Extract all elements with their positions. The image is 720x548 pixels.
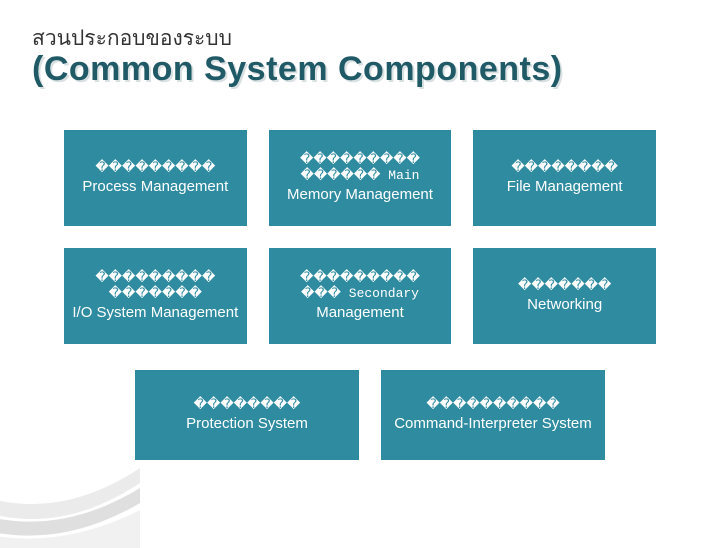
glyph-row: ��� Secondary <box>301 286 419 302</box>
box-process-management: ��������� Process Management <box>64 130 247 226</box>
box-label: Memory Management <box>287 186 433 204</box>
box-protection-system: �������� Protection System <box>135 370 359 460</box>
glyph-row: ������ Main <box>300 168 419 184</box>
box-label: File Management <box>507 178 623 196</box>
glyph-row: ��������� <box>95 160 215 176</box>
box-file-management: �������� File Management <box>473 130 656 226</box>
glyph-row: ��������� <box>95 270 215 286</box>
glyph-row: ��������� <box>300 270 420 286</box>
components-row3: �������� Protection System ���������� Co… <box>135 370 605 460</box>
glyph-row: �������� <box>511 160 618 176</box>
box-label: Process Management <box>82 178 228 196</box>
title-en: (Common System Components) <box>32 50 563 89</box>
box-label: Management <box>316 304 404 322</box>
box-label: I/O System Management <box>72 304 238 322</box>
box-networking: ������� Networking <box>473 248 656 344</box>
box-io-system-management: ��������� ������� I/O System Management <box>64 248 247 344</box>
decor-sweep <box>0 428 140 548</box>
box-main-memory-management: ��������� ������ Main Memory Management <box>269 130 452 226</box>
glyph-row: ��������� <box>300 152 420 168</box>
components-grid: ��������� Process Management ��������� �… <box>64 130 656 344</box>
box-label: Command-Interpreter System <box>394 415 592 433</box>
box-command-interpreter-system: ���������� Command-Interpreter System <box>381 370 605 460</box>
box-secondary-management: ��������� ��� Secondary Management <box>269 248 452 344</box>
glyph-row: ������� <box>518 278 611 294</box>
glyph-row: ������� <box>109 286 202 302</box>
box-label: Protection System <box>186 415 308 433</box>
glyph-row: ���������� <box>426 397 559 413</box>
box-label: Networking <box>527 296 602 314</box>
glyph-row: �������� <box>194 397 301 413</box>
